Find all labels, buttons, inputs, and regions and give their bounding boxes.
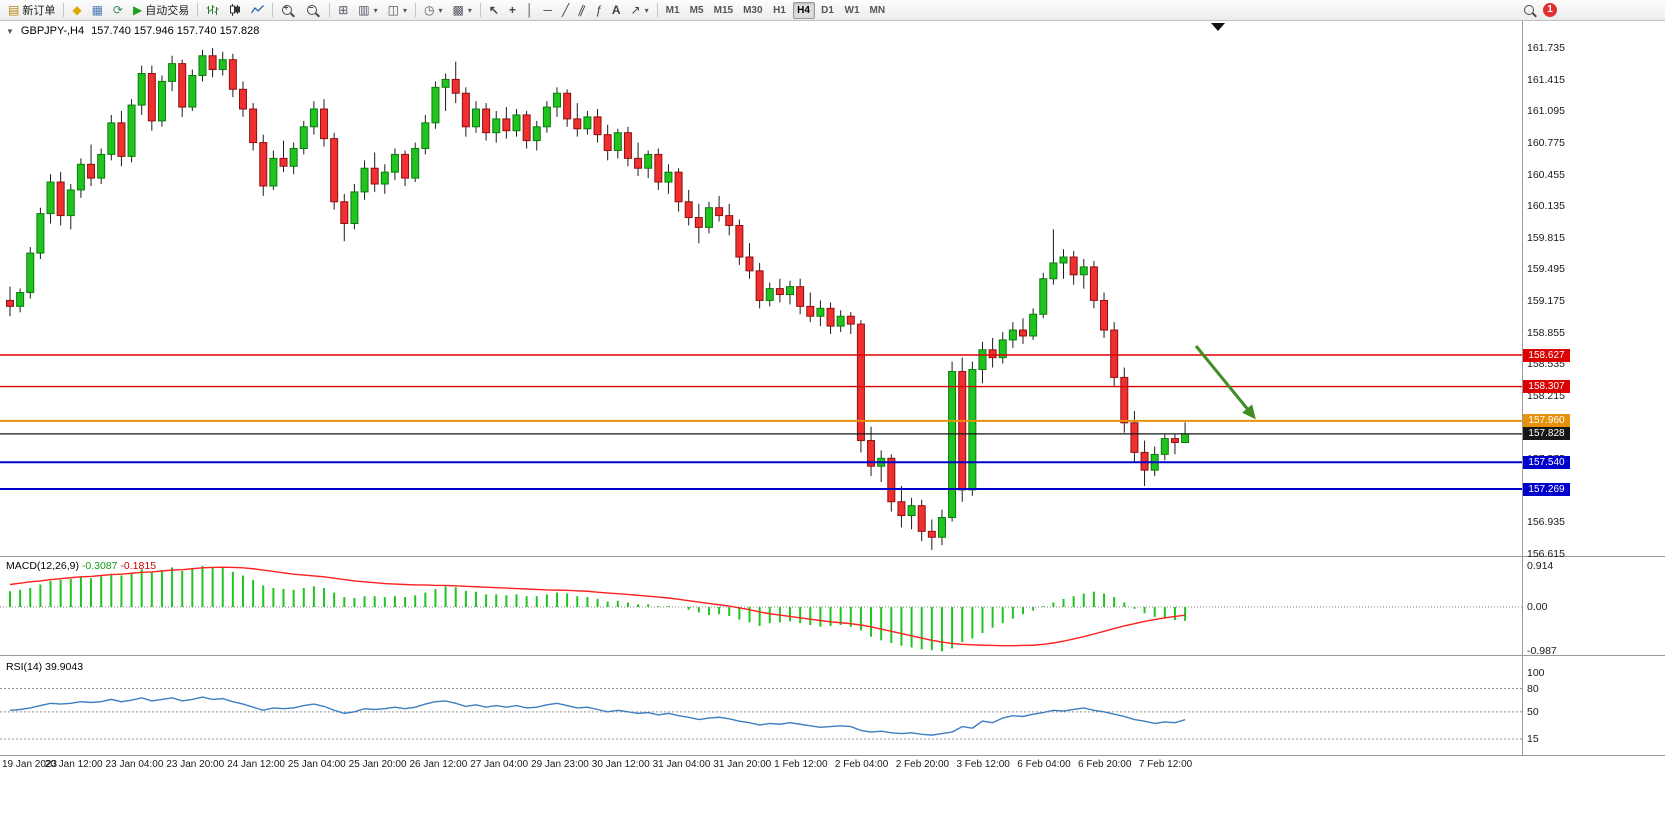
trendline-tool-button[interactable]: ╱ <box>557 1 574 19</box>
refresh-icon: ⟳ <box>112 3 123 17</box>
zoom-out-icon: − <box>307 3 318 15</box>
candlestick-mode-button[interactable] <box>224 1 246 19</box>
toolbar-separator <box>197 3 199 17</box>
new-chart-icon: ▥ <box>358 3 370 17</box>
market-watch-button[interactable]: ▦ <box>87 1 108 19</box>
toolbar-separator <box>656 3 658 17</box>
macd-indicator-layer <box>0 565 1522 652</box>
tile-windows-icon: ⊞ <box>338 3 349 17</box>
notification-badge[interactable]: 1 <box>1543 3 1557 17</box>
dropdown-caret: ▾ <box>438 5 443 15</box>
main-toolbar: ▤ 新订单 ◆ ▦ ⟳ ▶ 自动交易 <box>0 0 1665 21</box>
vertical-line-icon: │ <box>525 3 534 17</box>
chart-shift-marker[interactable] <box>1211 23 1225 31</box>
panel-separators <box>0 21 1665 756</box>
candlestick-icon <box>230 4 241 16</box>
zoom-out-button[interactable]: − <box>301 1 326 19</box>
autotrading-icon: ▶ <box>132 3 143 17</box>
metaeditor-button[interactable]: ◆ <box>67 1 86 19</box>
trendline-icon: ╱ <box>561 3 570 17</box>
timeframe-button-m15[interactable]: M15 <box>710 2 737 19</box>
crosshair-tool-button[interactable]: + <box>504 1 521 19</box>
timeframe-button-m30[interactable]: M30 <box>739 2 766 19</box>
horizontal-line-tool-button[interactable]: ─ <box>538 1 557 19</box>
timeframe-button-mn[interactable]: MN <box>866 2 890 19</box>
text-tool-icon: A <box>611 3 621 17</box>
bar-chart-mode-button[interactable] <box>201 1 224 19</box>
timeframe-button-d1[interactable]: D1 <box>817 2 839 19</box>
timeframe-button-h1[interactable]: H1 <box>769 2 791 19</box>
candlestick-layer <box>6 47 1190 551</box>
search-icon <box>1524 4 1534 15</box>
profiles-icon: ◫ <box>387 3 399 17</box>
templates-icon: ▩ <box>452 3 464 17</box>
timeframe-button-m1[interactable]: M1 <box>662 2 684 19</box>
metaeditor-icon: ◆ <box>72 3 82 17</box>
autotrading-button[interactable]: ▶ 自动交易 <box>128 1 194 19</box>
profiles-button[interactable]: ◫ ▾ <box>383 1 412 19</box>
refresh-button[interactable]: ⟳ <box>108 1 128 19</box>
arrow-annotation[interactable] <box>1194 345 1256 420</box>
search-button[interactable] <box>1518 1 1543 19</box>
fibonacci-tool-button[interactable]: ƒ <box>590 1 607 19</box>
toolbar-separator <box>272 3 274 17</box>
line-chart-icon <box>251 5 265 14</box>
fibonacci-icon: ƒ <box>595 3 602 17</box>
tile-windows-button[interactable]: ⊞ <box>333 1 353 19</box>
arrows-tool-button[interactable]: ↗ ▾ <box>626 1 654 19</box>
horizontal-line-icon: ─ <box>543 3 552 17</box>
horizontal-lines-layer[interactable] <box>0 354 1522 491</box>
periods-button[interactable]: ◷ ▾ <box>419 1 448 19</box>
annotations-layer[interactable] <box>1194 23 1256 420</box>
bar-chart-icon <box>206 5 219 15</box>
new-chart-button[interactable]: ▥ ▾ <box>353 1 382 19</box>
rsi-indicator-layer <box>0 688 1522 740</box>
cursor-tool-button[interactable]: ↖ <box>484 1 504 19</box>
dropdown-caret: ▾ <box>402 5 407 15</box>
toolbar-separator <box>479 3 481 17</box>
autotrading-label: 自动交易 <box>145 5 190 17</box>
cursor-icon: ↖ <box>488 3 499 17</box>
new-order-label: 新订单 <box>22 5 56 17</box>
zoom-in-button[interactable]: + <box>276 1 301 19</box>
crosshair-icon: + <box>508 3 516 17</box>
new-order-button[interactable]: ▤ 新订单 <box>3 1 60 19</box>
toolbar-separator <box>329 3 331 17</box>
timeframe-button-h4[interactable]: H4 <box>792 1 815 19</box>
timeframe-toolbar: M1 M5 M15 M30 H1 H4 D1 W1 MN <box>661 1 890 19</box>
toolbar-separator <box>63 3 65 17</box>
dropdown-caret: ▾ <box>467 5 472 15</box>
new-order-icon: ▤ <box>8 3 20 17</box>
zoom-in-icon: + <box>282 3 293 15</box>
vertical-line-tool-button[interactable]: │ <box>521 1 539 19</box>
dropdown-caret: ▾ <box>644 5 649 15</box>
toolbar-separator <box>415 3 416 17</box>
timeframe-button-m5[interactable]: M5 <box>686 2 708 19</box>
line-chart-mode-button[interactable] <box>246 1 269 19</box>
clock-icon: ◷ <box>424 3 435 17</box>
arrows-tool-icon: ↗ <box>630 3 641 17</box>
templates-button[interactable]: ▩ ▾ <box>448 1 477 19</box>
market-watch-icon: ▦ <box>91 3 103 17</box>
equidistant-channel-icon: ∥ <box>576 2 588 18</box>
channel-tool-button[interactable]: ∥ <box>574 1 590 19</box>
dropdown-caret: ▾ <box>373 5 378 15</box>
text-tool-button[interactable]: A <box>607 1 626 19</box>
timeframe-button-w1[interactable]: W1 <box>841 2 864 19</box>
